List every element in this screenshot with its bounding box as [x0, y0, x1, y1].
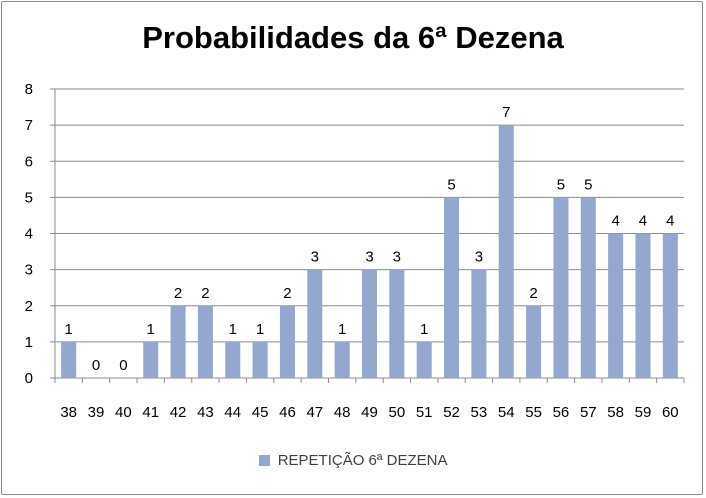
data-label: 2 — [174, 285, 182, 302]
x-tick-label: 39 — [88, 404, 105, 421]
data-label: 1 — [147, 321, 155, 338]
y-tick-label: 1 — [25, 334, 33, 351]
data-label: 5 — [447, 176, 455, 193]
x-tick-label: 49 — [361, 404, 378, 421]
data-label: 3 — [311, 249, 319, 266]
x-tick-label: 40 — [115, 404, 132, 421]
x-tick-label: 46 — [279, 404, 296, 421]
data-label: 1 — [229, 321, 237, 338]
x-tick-label: 43 — [197, 404, 214, 421]
x-tick-label: 38 — [60, 404, 77, 421]
bar — [389, 269, 405, 378]
data-label: 2 — [529, 285, 537, 302]
chart-legend: REPETIÇÃO 6ª DEZENA — [0, 452, 706, 469]
bar — [635, 233, 651, 378]
bar — [444, 197, 460, 378]
data-label: 0 — [119, 357, 127, 374]
y-tick-label: 5 — [25, 189, 33, 206]
bar — [334, 341, 350, 378]
bar — [197, 305, 213, 378]
x-tick-label: 60 — [662, 404, 679, 421]
data-label: 3 — [393, 249, 401, 266]
x-tick-label: 45 — [252, 404, 269, 421]
y-tick-label: 0 — [25, 370, 33, 387]
y-tick-label: 6 — [25, 153, 33, 170]
data-label: 4 — [611, 213, 619, 230]
bar — [416, 341, 432, 378]
x-tick-label: 53 — [471, 404, 488, 421]
data-label: 4 — [666, 213, 674, 230]
data-label: 1 — [338, 321, 346, 338]
bar — [471, 269, 487, 378]
data-label: 2 — [201, 285, 209, 302]
bar — [252, 341, 268, 378]
legend-label: REPETIÇÃO 6ª DEZENA — [277, 452, 448, 469]
y-tick-label: 3 — [25, 262, 33, 279]
x-tick-label: 47 — [306, 404, 323, 421]
x-tick-label: 55 — [525, 404, 542, 421]
bar — [608, 233, 624, 378]
bar — [143, 341, 159, 378]
bar — [225, 341, 241, 378]
data-label: 4 — [639, 213, 647, 230]
bar — [361, 269, 378, 378]
y-tick-label: 2 — [25, 298, 33, 315]
data-label: 5 — [557, 176, 565, 193]
bar — [170, 305, 186, 378]
y-tick-label: 8 — [25, 81, 33, 98]
x-tick-label: 54 — [498, 404, 515, 421]
x-tick-label: 50 — [389, 404, 406, 421]
legend-swatch — [258, 454, 270, 466]
data-label: 5 — [584, 176, 592, 193]
bar — [279, 305, 295, 378]
y-tick-label: 4 — [25, 226, 33, 243]
data-label: 2 — [283, 285, 291, 302]
bar — [553, 197, 569, 378]
bar — [580, 197, 596, 378]
data-label: 1 — [420, 321, 428, 338]
x-tick-label: 57 — [580, 404, 597, 421]
data-label: 1 — [65, 321, 73, 338]
chart-title: Probabilidades da 6ª Dezena — [142, 20, 564, 55]
legend-item: REPETIÇÃO 6ª DEZENA — [258, 452, 448, 469]
bar — [498, 125, 514, 378]
bar — [526, 305, 542, 378]
data-label: 1 — [256, 321, 264, 338]
bar — [61, 341, 77, 378]
y-tick-label: 7 — [25, 117, 33, 134]
bar — [307, 269, 323, 378]
x-tick-label: 58 — [607, 404, 624, 421]
data-label: 0 — [92, 357, 100, 374]
x-tick-label: 56 — [553, 404, 570, 421]
x-tick-label: 42 — [170, 404, 187, 421]
x-tick-label: 41 — [142, 404, 159, 421]
bar — [662, 233, 678, 378]
x-tick-label: 59 — [635, 404, 652, 421]
x-tick-label: 51 — [416, 404, 433, 421]
data-label: 7 — [502, 104, 510, 121]
x-tick-label: 44 — [224, 404, 241, 421]
x-tick-label: 52 — [443, 404, 460, 421]
x-tick-label: 48 — [334, 404, 351, 421]
data-label: 3 — [475, 249, 483, 266]
data-label: 3 — [365, 249, 373, 266]
